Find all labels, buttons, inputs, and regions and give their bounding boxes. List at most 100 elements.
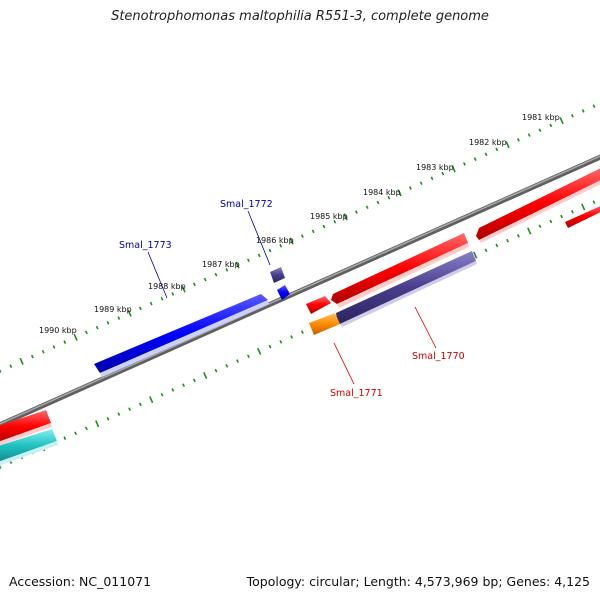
scale-minor-tick [592, 104, 596, 108]
scale-minor-tick [63, 436, 67, 440]
scale-minor-tick [430, 176, 434, 181]
scale-minor-tick [484, 152, 488, 157]
scale-minor-tick [462, 162, 466, 166]
gene-smal-1770[interactable] [336, 251, 476, 324]
scale-major-tick [73, 333, 78, 341]
scale-minor-tick [279, 243, 283, 248]
label-leaders [147, 210, 437, 385]
scale-minor-tick [365, 205, 369, 210]
scale-minor-tick [495, 147, 499, 152]
gene-arrow-blue[interactable] [277, 285, 290, 300]
scale-minor-tick [117, 412, 121, 416]
scale-minor-tick [300, 234, 304, 238]
scale-major-tick [343, 213, 348, 221]
scale-minor-tick [354, 210, 358, 214]
gene-smal-1773[interactable] [94, 294, 268, 373]
scale-minor-tick [538, 224, 542, 229]
gene-block-cyan[interactable] [0, 429, 57, 463]
scale-minor-tick [516, 138, 520, 142]
gene-block-red[interactable] [0, 410, 51, 443]
scale-minor-tick [506, 238, 510, 243]
scale-minor-tick [30, 354, 34, 359]
scale-minor-tick [516, 234, 520, 238]
scale-label: 1989 kbp [94, 305, 132, 314]
scale-minor-tick [74, 431, 78, 436]
gene-label-smal-1771[interactable]: Smal_1771 [330, 388, 383, 399]
scale-minor-tick [560, 214, 564, 219]
scale-minor-tick [84, 426, 88, 431]
scale-minor-tick [138, 402, 142, 407]
scale-minor-tick [570, 113, 574, 118]
scale-minor-tick [246, 258, 250, 263]
scale-minor-tick [171, 388, 175, 392]
scale-minor-tick [203, 277, 207, 282]
scale-minor-tick [300, 330, 304, 334]
scale-minor-tick [322, 224, 326, 229]
scale-minor-tick [538, 128, 542, 133]
scale-minor-tick [570, 209, 574, 214]
scale-major-tick [19, 357, 24, 365]
scale-major-tick [473, 251, 478, 259]
gene-block-red[interactable] [331, 233, 468, 304]
gene-label-smal-1770[interactable]: Smal_1770 [412, 351, 465, 362]
scale-minor-tick [117, 316, 121, 320]
scale-minor-tick [268, 248, 272, 253]
scale-minor-tick [95, 325, 99, 330]
scale-minor-tick [192, 378, 196, 383]
genome-summary-text: Topology: circular; Length: 4,573,969 bp… [246, 574, 590, 589]
scale-minor-tick [0, 369, 2, 373]
scale-minor-tick [160, 296, 164, 301]
scale-labels: 1981 kbp 1982 kbp 1983 kbp 1984 kbp 1985… [39, 113, 560, 335]
outer-scale-ticks [0, 104, 596, 373]
reverse-strand-features [0, 204, 600, 466]
gene-block-red[interactable] [306, 296, 331, 314]
scale-minor-tick [279, 339, 283, 344]
scale-minor-tick [290, 335, 294, 339]
gene-label-smal-1773[interactable]: Smal_1773 [119, 240, 172, 251]
scale-minor-tick [52, 345, 56, 349]
scale-label: 1984 kbp [363, 188, 401, 197]
scale-major-tick [559, 117, 564, 125]
scale-minor-tick [408, 186, 412, 190]
scale-minor-tick [527, 133, 531, 137]
gene-label-smal-1772[interactable]: Smal_1772 [220, 199, 273, 210]
scale-minor-tick [171, 292, 175, 296]
scale-minor-tick [236, 359, 240, 363]
scale-minor-tick [63, 340, 67, 344]
scale-minor-tick [214, 272, 218, 277]
map-title: Stenotrophomonas maltophilia R551-3, com… [111, 9, 489, 24]
scale-minor-tick [160, 392, 164, 397]
scale-minor-tick [138, 306, 142, 311]
scale-major-tick [127, 309, 132, 317]
scale-label: 1981 kbp [522, 113, 560, 122]
scale-label: 1990 kbp [39, 326, 77, 335]
scale-major-tick [203, 371, 208, 380]
scale-minor-tick [225, 268, 229, 272]
backbone [0, 154, 600, 428]
scale-minor-tick [268, 344, 272, 349]
scale-minor-tick [473, 157, 477, 161]
scale-minor-tick [495, 243, 499, 248]
scale-minor-tick [549, 123, 553, 128]
inner-scale-ticks [0, 200, 596, 469]
gene-block-red[interactable] [565, 204, 600, 228]
scale-minor-tick [419, 181, 423, 185]
scale-minor-tick [441, 171, 445, 176]
scale-minor-tick [128, 407, 132, 412]
scale-label: 1982 kbp [469, 138, 507, 147]
scale-major-tick [289, 237, 294, 245]
scale-major-tick [451, 165, 456, 173]
scale-minor-tick [225, 364, 229, 368]
gene-smal-1772[interactable] [270, 267, 285, 283]
scale-major-tick [149, 396, 154, 404]
accession-text: Accession: NC_011071 [9, 574, 152, 589]
gene-block-red[interactable] [476, 166, 600, 240]
gene-smal-1771[interactable] [309, 313, 340, 335]
scale-minor-tick [246, 354, 250, 359]
scale-minor-tick [214, 368, 218, 373]
scale-label: 1987 kbp [202, 260, 240, 269]
forward-strand-features [0, 166, 600, 446]
scale-minor-tick [41, 349, 45, 354]
scale-label: 1983 kbp [416, 163, 454, 172]
